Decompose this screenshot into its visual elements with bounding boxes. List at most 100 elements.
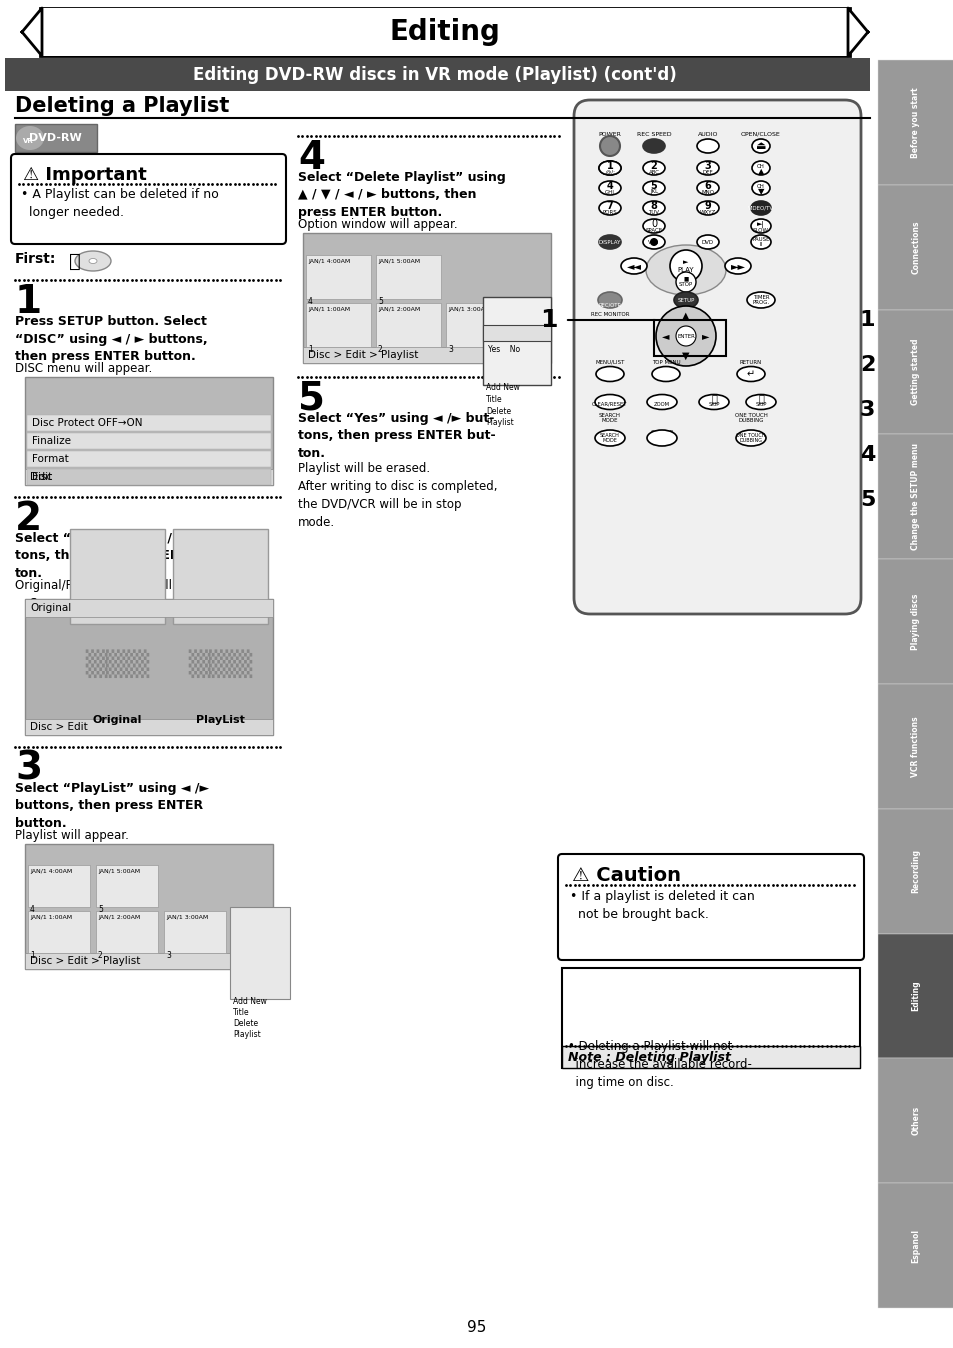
Bar <box>28 911 90 953</box>
Text: ⏮: ⏮ <box>710 394 717 403</box>
Text: SLOW: SLOW <box>752 228 768 232</box>
Text: JAN/1 4:00AM: JAN/1 4:00AM <box>308 259 350 264</box>
Text: REC MONITOR: REC MONITOR <box>590 311 629 317</box>
Text: DEF: DEF <box>702 170 713 174</box>
Text: POWER: POWER <box>598 132 620 137</box>
Text: OPEN/CLOSE: OPEN/CLOSE <box>740 132 781 137</box>
Ellipse shape <box>751 160 769 175</box>
Text: ◄: ◄ <box>661 332 669 341</box>
Circle shape <box>669 249 701 282</box>
Text: 1: 1 <box>540 307 558 332</box>
Text: SEARCH
MODE: SEARCH MODE <box>599 433 619 443</box>
Text: 1: 1 <box>859 310 875 330</box>
Ellipse shape <box>750 218 770 233</box>
Text: 0: 0 <box>650 218 657 229</box>
Text: Change the SETUP menu: Change the SETUP menu <box>910 443 920 550</box>
Ellipse shape <box>598 201 620 214</box>
Bar <box>27 452 271 466</box>
Bar <box>96 865 158 907</box>
Text: AUDIO: AUDIO <box>697 132 718 137</box>
Text: ◄◄: ◄◄ <box>626 262 640 271</box>
Text: 7: 7 <box>606 201 613 212</box>
Text: TUV: TUV <box>648 209 659 214</box>
Text: Disc: Disc <box>30 472 52 483</box>
Circle shape <box>649 239 658 245</box>
Bar <box>40 8 849 57</box>
Text: ZOOM: ZOOM <box>653 402 669 407</box>
Bar <box>172 528 268 624</box>
Ellipse shape <box>642 181 664 195</box>
Bar <box>877 559 953 683</box>
Text: 4: 4 <box>297 139 325 177</box>
Text: JAN/1 2:00AM: JAN/1 2:00AM <box>377 307 420 311</box>
Bar <box>561 1046 859 1068</box>
Ellipse shape <box>737 367 764 381</box>
Text: Connections: Connections <box>910 221 920 274</box>
Text: 95: 95 <box>467 1320 486 1335</box>
Text: Espanol: Espanol <box>910 1228 920 1263</box>
Ellipse shape <box>697 235 719 249</box>
Ellipse shape <box>89 259 97 263</box>
Bar <box>25 599 273 617</box>
Bar <box>306 255 371 299</box>
Text: ►►: ►► <box>730 262 744 271</box>
Ellipse shape <box>620 257 646 274</box>
Bar <box>654 319 725 356</box>
Bar <box>306 303 371 346</box>
Text: 9: 9 <box>704 201 711 212</box>
Text: 2: 2 <box>859 355 875 375</box>
Text: REC/OTR: REC/OTR <box>598 302 621 307</box>
Ellipse shape <box>598 181 620 195</box>
Text: Edit: Edit <box>32 472 52 483</box>
Text: ABC: ABC <box>648 170 659 174</box>
Text: 5: 5 <box>297 380 325 418</box>
Text: REC SPEED: REC SPEED <box>636 132 671 137</box>
Text: DVD-RW: DVD-RW <box>29 133 81 143</box>
Text: .@/:: .@/: <box>604 170 615 174</box>
Bar <box>877 185 953 310</box>
Text: Select “PlayList” using ◄ /►
buttons, then press ENTER
button.: Select “PlayList” using ◄ /► buttons, th… <box>15 782 209 830</box>
Bar <box>375 303 440 346</box>
Ellipse shape <box>697 160 719 175</box>
Text: 2: 2 <box>15 500 42 538</box>
Bar <box>96 911 158 953</box>
Text: 2: 2 <box>377 345 382 355</box>
Text: 6: 6 <box>704 181 711 191</box>
Text: Note : Deleting Playlist: Note : Deleting Playlist <box>567 1050 730 1064</box>
Bar <box>877 683 953 809</box>
Ellipse shape <box>697 139 719 154</box>
Text: Original/PlayList menu will appear.
    Screen:: Original/PlayList menu will appear. Scre… <box>15 580 220 611</box>
Text: ►|: ►| <box>757 221 764 228</box>
Text: 1: 1 <box>606 160 613 171</box>
Text: VIDEO/TV: VIDEO/TV <box>747 205 773 210</box>
Bar <box>877 310 953 434</box>
Text: PQRS: PQRS <box>602 209 617 214</box>
Text: Option window will appear.: Option window will appear. <box>297 218 457 231</box>
Text: First:: First: <box>15 252 56 266</box>
Text: SKIP: SKIP <box>707 402 719 407</box>
Text: CM SKIP: CM SKIP <box>650 430 672 434</box>
Ellipse shape <box>651 367 679 381</box>
Text: 3: 3 <box>704 160 711 171</box>
Circle shape <box>676 326 696 346</box>
Text: GHI: GHI <box>604 190 615 194</box>
Text: ▲: ▲ <box>757 167 763 177</box>
Text: Before you start: Before you start <box>910 88 920 158</box>
Ellipse shape <box>598 160 620 175</box>
Ellipse shape <box>595 430 624 446</box>
Bar <box>877 934 953 1058</box>
Text: Editing DVD-RW discs in VR mode (Playlist) (cont'd): Editing DVD-RW discs in VR mode (Playlis… <box>193 66 677 84</box>
Text: • Deleting a Playlist will not
  increase the available record-
  ing time on di: • Deleting a Playlist will not increase … <box>567 1041 751 1089</box>
Text: RETURN: RETURN <box>740 360 761 364</box>
Text: PAUSE
II: PAUSE II <box>752 237 769 248</box>
Text: 1: 1 <box>308 345 313 355</box>
Ellipse shape <box>724 257 750 274</box>
Text: TOP MENU: TOP MENU <box>651 360 679 364</box>
Bar <box>25 377 273 485</box>
Bar <box>70 528 165 624</box>
Bar <box>482 297 551 386</box>
Bar <box>877 61 953 185</box>
Text: DISC menu will appear.: DISC menu will appear. <box>15 363 152 375</box>
Ellipse shape <box>750 235 770 249</box>
Text: Playlist will appear.: Playlist will appear. <box>15 829 129 842</box>
